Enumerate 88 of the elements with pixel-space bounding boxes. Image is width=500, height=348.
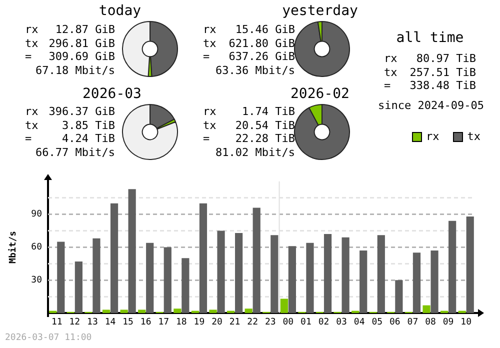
bar (466, 216, 474, 313)
bar (182, 258, 190, 313)
bar (235, 232, 243, 313)
text: rx 15.46 GiB (203, 23, 295, 36)
bar (92, 238, 100, 313)
bar (306, 242, 314, 313)
bar (138, 310, 146, 313)
x-tick-label: 21 (229, 318, 240, 328)
x-tick-label: 03 (336, 318, 347, 328)
text: 66.77 Mbit/s (34, 146, 115, 159)
x-tick-label: 06 (390, 318, 400, 328)
text: tx 621.80 GiB (203, 36, 295, 50)
text: 63.36 Mbit/s (214, 64, 295, 77)
bar (120, 310, 128, 313)
x-tick-label: 02 (318, 318, 330, 328)
x-tick-label: 09 (442, 318, 454, 328)
bar (360, 250, 368, 313)
bar (412, 252, 421, 313)
text: = 338.48 TiB (384, 79, 476, 92)
bar (209, 310, 217, 313)
text: rx 396.37 GiB (25, 105, 115, 118)
chart-title: 2026-03 (81, 86, 142, 102)
bar (448, 220, 456, 313)
text: tx 3.85 TiB (25, 118, 115, 132)
x-tick-label: 16 (140, 318, 152, 328)
text: = 22.28 TiB (203, 132, 295, 145)
bar (324, 234, 332, 313)
x-tick-label: 14 (104, 318, 116, 328)
x-tick-label: 10 (460, 318, 472, 328)
bar (377, 235, 385, 313)
x-tick-label: 05 (372, 318, 383, 328)
text: 2026-03-07 11:00 (5, 333, 92, 343)
bar (270, 235, 278, 313)
x-tick-label: 11 (51, 318, 62, 328)
bar (110, 203, 118, 313)
bar (395, 280, 403, 313)
bar (217, 230, 225, 313)
text: tx 296.81 GiB (25, 36, 115, 50)
chart-title: today (98, 3, 142, 19)
bar (342, 237, 350, 313)
bar (102, 310, 110, 313)
text: tx 257.51 TiB (384, 66, 476, 79)
bar (430, 250, 438, 313)
bar (74, 261, 82, 313)
bar (422, 305, 430, 313)
bar (164, 247, 172, 313)
x-tick-label: 17 (158, 318, 170, 328)
text: since 2024-09-05 (377, 98, 485, 112)
text: 67.18 Mbit/s (34, 64, 115, 77)
chart-title: 2026-02 (289, 86, 350, 102)
legend-label: rx (426, 130, 440, 143)
y-tick-label: 60 (31, 242, 42, 253)
text: rx 12.87 GiB (25, 23, 115, 36)
x-tick-label: 07 (407, 318, 418, 328)
x-tick-label: 19 (194, 318, 205, 328)
x-tick-label: 08 (425, 318, 436, 328)
bar (174, 308, 182, 313)
legend-label: tx (467, 130, 480, 143)
x-tick-label: 12 (69, 318, 80, 328)
bar (252, 208, 260, 313)
bar (128, 189, 136, 313)
text: = 309.69 GiB (25, 50, 115, 63)
text: tx 20.54 TiB (203, 118, 295, 132)
bar (280, 298, 288, 313)
bar (244, 308, 252, 313)
y-tick-label: 90 (31, 210, 42, 220)
y-axis-title: Mbit/s (8, 230, 19, 264)
x-tick-label: 13 (87, 318, 98, 328)
x-tick-label: 04 (354, 318, 365, 328)
x-tick-label: 23 (264, 318, 276, 328)
x-tick-label: 15 (122, 318, 134, 328)
bar (199, 203, 208, 313)
y-tick-label: 30 (31, 275, 42, 286)
x-tick-label: 01 (300, 318, 312, 328)
bar (146, 242, 154, 313)
x-tick-label: 00 (282, 318, 294, 328)
text: rx 80.97 TiB (384, 52, 476, 65)
text: = 637.26 GiB (203, 50, 295, 63)
bar (288, 246, 296, 313)
text: = 4.24 TiB (25, 132, 115, 145)
text: all time (395, 30, 465, 46)
x-tick-label: 20 (212, 318, 222, 328)
x-tick-label: 18 (176, 318, 187, 328)
text: rx 1.74 TiB (203, 105, 295, 118)
text: 81.02 Mbit/s (214, 146, 295, 159)
chart-title: yesterday (281, 3, 359, 19)
bar (57, 242, 65, 313)
x-tick-label: 22 (247, 318, 258, 328)
